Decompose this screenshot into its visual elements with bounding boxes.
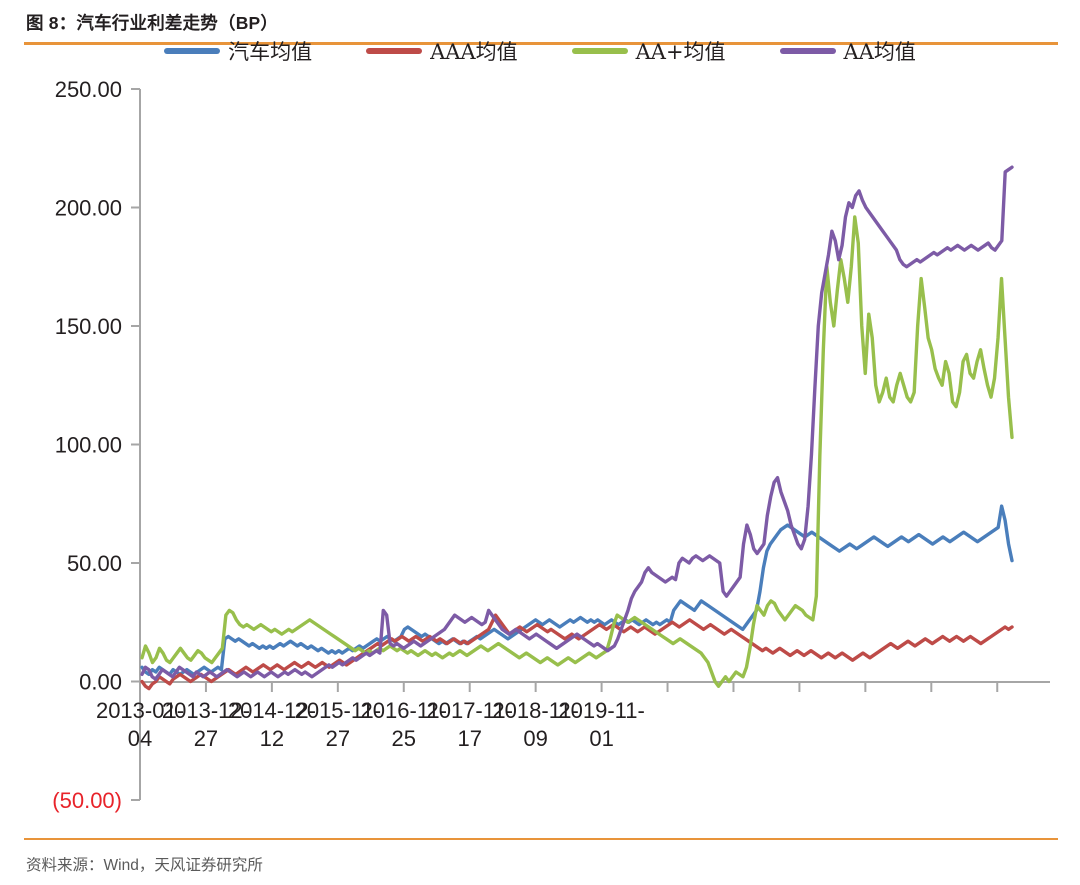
x-axis-tick-label: 2015-11-27 bbox=[295, 698, 381, 751]
x-axis-tick-label: 2013-01-04 bbox=[96, 698, 184, 751]
x-axis-tick-label: 2017-11-17 bbox=[426, 698, 512, 751]
legend-swatch-icon bbox=[779, 48, 836, 54]
chart-plot-area: 250.00 200.00 150.00 100.00 50.00 0.00 (50.00)… bbox=[0, 48, 1080, 834]
x-axis-tick-label: 2016-11-25 bbox=[361, 698, 447, 751]
series-line-2 bbox=[140, 215, 1014, 688]
legend-item-label: AAA均值 bbox=[430, 40, 518, 64]
series-line-1 bbox=[140, 613, 1014, 691]
y-axis-tick-label: 100.00 bbox=[55, 433, 122, 458]
series-line-3 bbox=[140, 165, 1014, 681]
legend-swatch-icon bbox=[571, 48, 628, 54]
x-axis-tick-label: 2013-12-27 bbox=[162, 698, 250, 751]
y-axis-tick-label: 200.00 bbox=[55, 196, 122, 221]
title-divider bbox=[24, 42, 1058, 45]
figure-title: 图 8：汽车行业利差走势（BP） bbox=[26, 13, 279, 33]
legend-item-label: AA均值 bbox=[843, 40, 916, 64]
legend-swatch-icon bbox=[366, 48, 423, 54]
legend-item-1[interactable]: AAA均值 bbox=[366, 36, 518, 66]
legend-item-label: AA+均值 bbox=[635, 40, 726, 64]
x-axis-tick-label: 2018-11-09 bbox=[492, 698, 578, 751]
legend-item-label: 汽车均值 bbox=[228, 40, 313, 64]
chart-legend: 汽车均值 AAA均值 AA+均值 AA均值 bbox=[0, 36, 1080, 66]
y-axis-tick-label: 0.00 bbox=[79, 670, 122, 695]
y-axis-tick-label: 150.00 bbox=[55, 314, 122, 339]
figure-source: 资料来源：Wind，天风证券研究所 bbox=[26, 857, 263, 874]
x-axis-tick-label: 2019-11-01 bbox=[558, 698, 644, 751]
legend-item-0[interactable]: 汽车均值 bbox=[164, 36, 312, 66]
source-divider bbox=[24, 838, 1058, 840]
legend-item-3[interactable]: AA均值 bbox=[779, 36, 916, 66]
legend-swatch-icon bbox=[164, 48, 221, 54]
line-chart: 250.00 200.00 150.00 100.00 50.00 0.00 (50.00)… bbox=[52, 77, 1050, 813]
y-axis-tick-label: 250.00 bbox=[55, 77, 122, 102]
legend-item-2[interactable]: AA+均值 bbox=[571, 36, 726, 66]
y-axis-tick-label: 50.00 bbox=[67, 551, 122, 576]
y-axis-tick-label: (50.00) bbox=[52, 788, 122, 813]
x-axis-tick-label: 2014-12-12 bbox=[228, 698, 316, 751]
series-line-0 bbox=[140, 504, 1014, 677]
